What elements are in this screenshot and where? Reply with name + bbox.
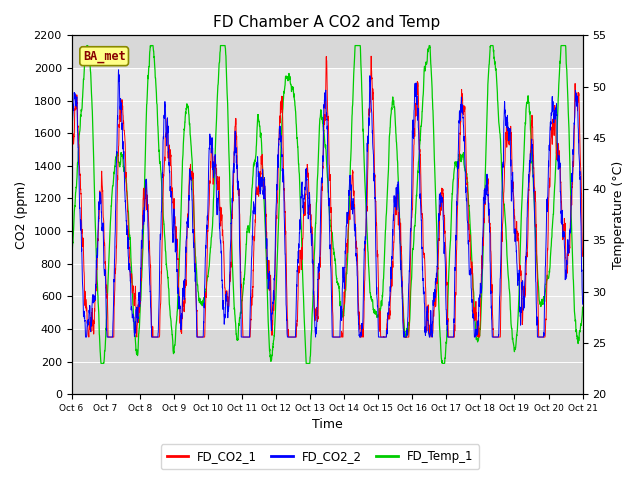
Text: BA_met: BA_met <box>83 50 125 63</box>
Title: FD Chamber A CO2 and Temp: FD Chamber A CO2 and Temp <box>213 15 441 30</box>
Bar <box>72 68 582 329</box>
X-axis label: Time: Time <box>312 419 342 432</box>
Legend: FD_CO2_1, FD_CO2_2, FD_Temp_1: FD_CO2_1, FD_CO2_2, FD_Temp_1 <box>161 444 479 469</box>
Y-axis label: Temperature (°C): Temperature (°C) <box>612 161 625 269</box>
Y-axis label: CO2 (ppm): CO2 (ppm) <box>15 180 28 249</box>
